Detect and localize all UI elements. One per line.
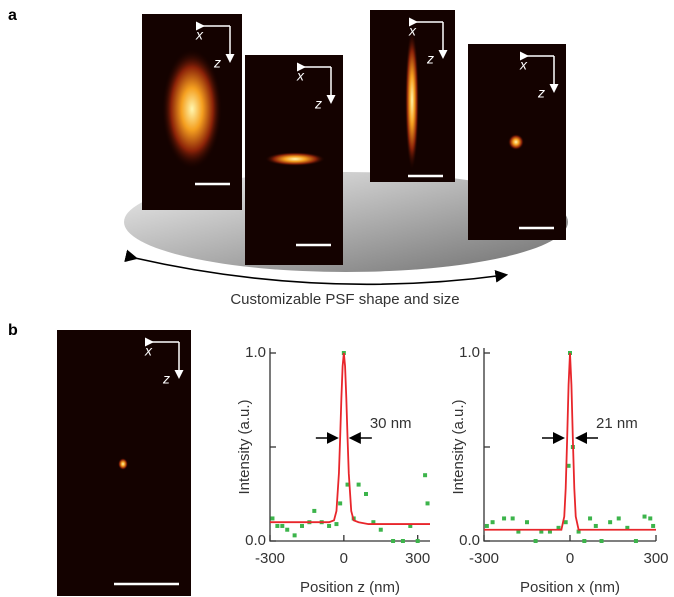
annotation: 21 nm [596, 415, 638, 432]
y-tick-label: 1.0 [245, 344, 266, 361]
axis-label: x [408, 23, 417, 39]
data-point [525, 520, 529, 524]
data-point [617, 516, 621, 520]
x-tick-label: 0 [340, 550, 348, 567]
data-point [364, 492, 368, 496]
x-tick-label: 0 [566, 550, 574, 567]
y-tick-label: 1.0 [459, 344, 480, 361]
y-tick-label: 0.0 [245, 532, 266, 549]
data-point [285, 528, 289, 532]
data-point [564, 520, 568, 524]
axis-label: z [314, 96, 322, 112]
data-point [357, 483, 361, 487]
data-point [423, 473, 427, 477]
data-point [327, 524, 331, 528]
x-axis-label: Position x (nm) [520, 579, 620, 596]
axis-label: z [213, 55, 221, 71]
psf-spot [508, 134, 524, 150]
y-axis-label: Intensity (a.u.) [236, 399, 253, 494]
data-point [651, 524, 655, 528]
data-point [643, 515, 647, 519]
axis-label: x [144, 343, 153, 359]
data-point [534, 539, 538, 543]
psf-spot [162, 49, 222, 169]
data-point [648, 516, 652, 520]
data-point [491, 520, 495, 524]
data-point [401, 539, 405, 543]
data-point [426, 501, 430, 505]
annotation: 30 nm [370, 415, 412, 432]
axis-label: x [195, 27, 204, 43]
panel-label: b [8, 322, 18, 339]
psf-spot [405, 30, 419, 170]
data-point [334, 522, 338, 526]
axis-label: x [519, 57, 528, 73]
data-point [511, 516, 515, 520]
fit-curve [270, 353, 430, 524]
data-point [582, 539, 586, 543]
data-point [608, 520, 612, 524]
data-point [588, 516, 592, 520]
data-point [338, 501, 342, 505]
axis-label: z [162, 371, 170, 387]
axis-label: z [537, 85, 545, 101]
x-tick-label: -300 [255, 550, 285, 567]
figure: a b Customizable PSF shape and size xzxz… [0, 0, 674, 597]
data-point [300, 524, 304, 528]
y-tick-label: 0.0 [459, 532, 480, 549]
data-point [594, 524, 598, 528]
data-point [312, 509, 316, 513]
data-point [600, 539, 604, 543]
psf-spot [118, 458, 128, 470]
x-tick-label: -300 [469, 550, 499, 567]
data-point [280, 524, 284, 528]
data-point [379, 528, 383, 532]
fit-curve [484, 353, 656, 530]
data-point [270, 516, 274, 520]
axis-label: z [426, 51, 434, 67]
axis [484, 348, 656, 541]
caption: Customizable PSF shape and size [230, 291, 459, 308]
x-axis-label: Position z (nm) [300, 579, 400, 596]
data-point [485, 524, 489, 528]
data-point [634, 539, 638, 543]
data-point [293, 533, 297, 537]
x-tick-label: 300 [643, 550, 668, 567]
axis-label: x [296, 68, 305, 84]
psf-spot [265, 152, 325, 166]
data-point [502, 516, 506, 520]
data-point [416, 539, 420, 543]
axis [270, 348, 430, 541]
y-axis-label: Intensity (a.u.) [450, 399, 467, 494]
data-point [275, 524, 279, 528]
panel-label: a [8, 7, 17, 24]
x-tick-label: 300 [405, 550, 430, 567]
data-point [391, 539, 395, 543]
